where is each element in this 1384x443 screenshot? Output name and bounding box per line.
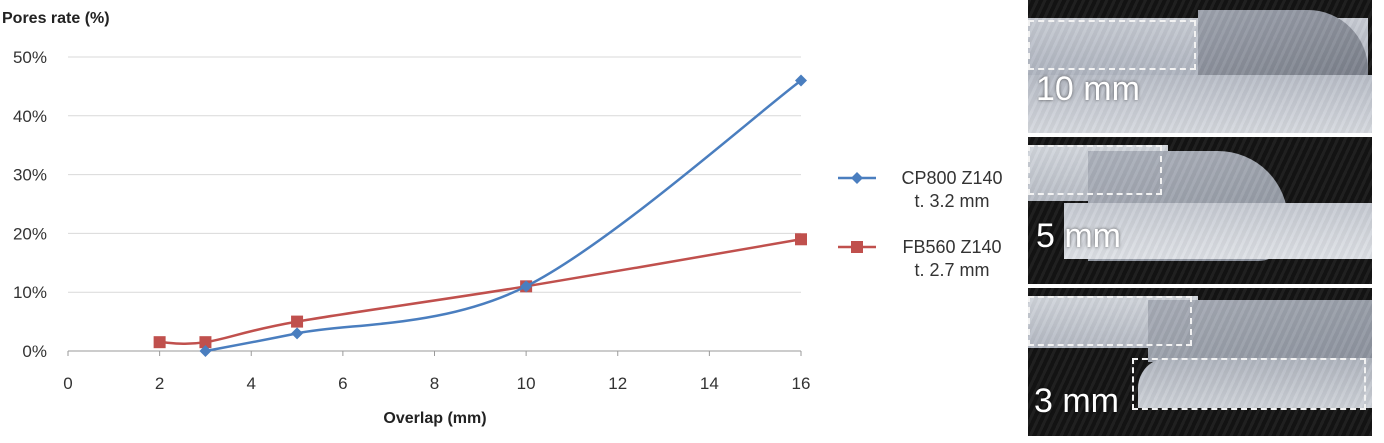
point-marker <box>199 345 212 357</box>
series-line <box>205 79 802 353</box>
x-tick-label: 12 <box>608 374 627 393</box>
point-marker <box>851 241 863 253</box>
point-marker <box>795 74 807 87</box>
x-tick-label: 4 <box>247 374 256 393</box>
point-marker <box>795 233 807 246</box>
point-marker <box>291 315 304 328</box>
tick-labels: 0% 10% 20% 30% 40% 50% 0 2 4 6 8 10 12 14 16 <box>13 48 810 393</box>
x-tick-label: 10 <box>517 374 536 393</box>
photo-label-3mm: 3 mm <box>1034 382 1119 420</box>
grid-lines <box>67 56 802 356</box>
pores-rate-chart: Pores rate (%) Overlap (mm) 0% 10% 20% 30% 4… <box>2 10 1003 427</box>
photo-label-10mm: 10 mm <box>1036 70 1140 108</box>
legend-label: t. 3.2 mm <box>914 191 989 211</box>
overlap-frame-5mm <box>1028 145 1162 195</box>
y-tick-label: 0% <box>22 342 47 361</box>
y-tick-label: 40% <box>13 107 47 126</box>
y-tick-label: 10% <box>13 283 47 302</box>
x-tick-label: 14 <box>700 374 719 393</box>
point-marker <box>291 327 304 340</box>
legend-label: t. 2.7 mm <box>914 260 989 280</box>
legend: CP800 Z140 t. 3.2 mm FB560 Z140 t. 2.7 mm <box>838 168 1003 280</box>
x-tick-label: 16 <box>792 374 811 393</box>
point-marker <box>199 336 212 349</box>
legend-label: CP800 Z140 <box>901 168 1002 188</box>
x-axis-title: Overlap (mm) <box>383 410 486 427</box>
overlap-frame-10mm <box>1028 20 1196 70</box>
point-marker <box>153 336 166 349</box>
series-line <box>159 238 802 345</box>
overlap-frame-3mm-bottom <box>1132 358 1366 410</box>
legend-label: FB560 Z140 <box>902 237 1001 257</box>
micrograph-3mm: 3 mm <box>1028 288 1372 436</box>
micrograph-panel: 10 mm 5 mm 3 mm <box>1028 0 1372 443</box>
y-tick-label: 20% <box>13 224 47 243</box>
point-marker <box>520 280 533 293</box>
y-tick-label: 30% <box>13 166 47 185</box>
x-tick-label: 2 <box>155 374 164 393</box>
x-tick-label: 8 <box>430 374 439 393</box>
photo-label-5mm: 5 mm <box>1036 217 1121 255</box>
micrograph-5mm: 5 mm <box>1028 137 1372 284</box>
series-lines <box>153 74 807 357</box>
y-tick-label: 50% <box>13 48 47 67</box>
x-tick-label: 6 <box>338 374 347 393</box>
x-tick-label: 0 <box>63 374 72 393</box>
point-marker <box>851 172 863 184</box>
overlap-frame-3mm-top <box>1028 296 1192 346</box>
micrograph-10mm: 10 mm <box>1028 0 1372 133</box>
y-axis-title: Pores rate (%) <box>2 10 110 27</box>
